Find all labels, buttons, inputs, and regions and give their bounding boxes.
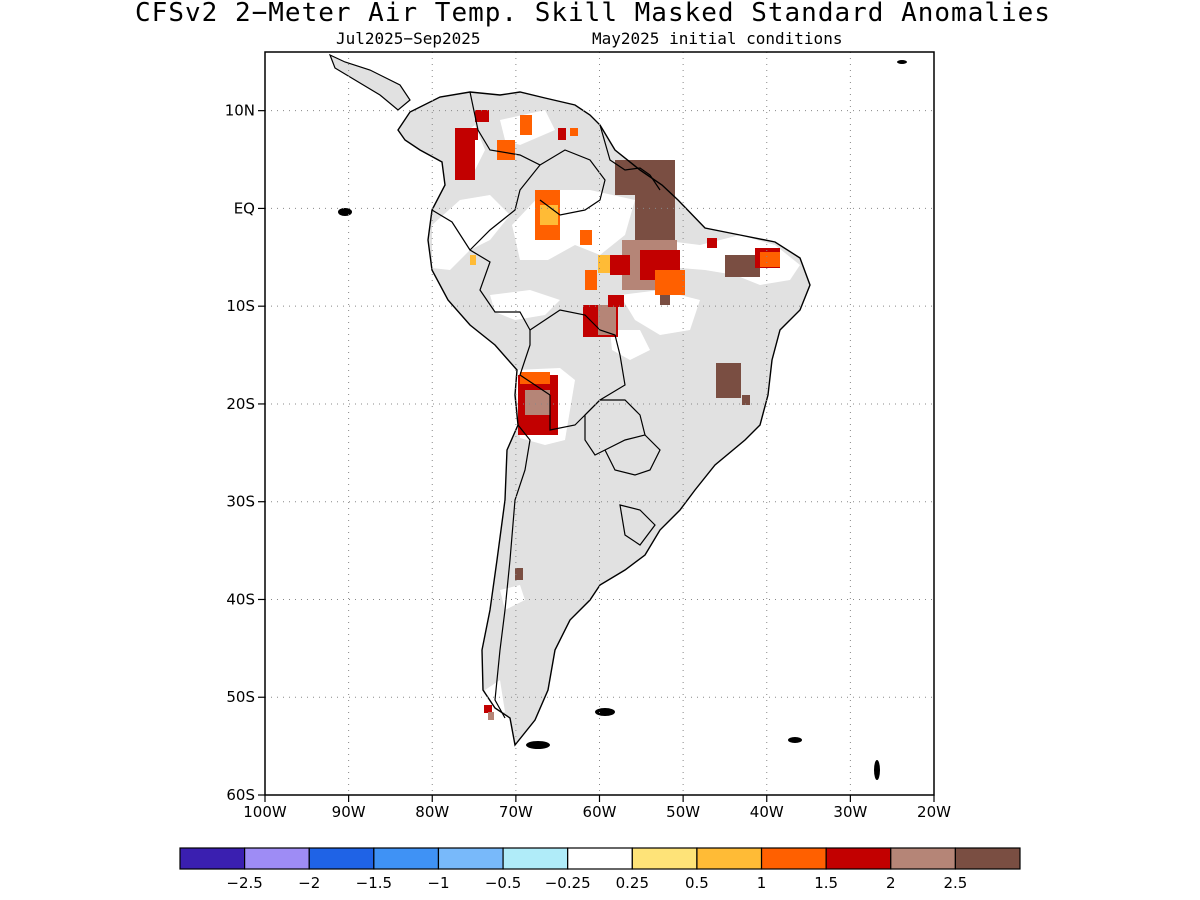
- anomaly-amapa-para: [615, 160, 675, 240]
- colorbar-label: 1.5: [814, 874, 838, 892]
- anomaly-cell: [520, 115, 532, 135]
- anomaly-cell: [497, 140, 515, 160]
- anomaly-amazon-west: [470, 190, 616, 290]
- colorbar-swatch: [567, 847, 633, 870]
- forecast-period: Jul2025−Sep2025: [336, 29, 481, 48]
- colorbar-swatch: [244, 847, 310, 870]
- anomaly-patagonia-dot: [484, 568, 523, 720]
- anomaly-cell: [635, 190, 675, 240]
- anomaly-cell: [515, 568, 523, 580]
- colorbar: −2.5 −2 −1.5 −1 −0.5 −0.25 0.25 0.5 1 1.5 2 2.5: [179, 847, 1021, 892]
- anomaly-colombia-north: [455, 110, 515, 180]
- map-title: CFSv2 2−Meter Air Temp. Skill Masked Sta…: [135, 0, 1051, 28]
- lat-label: 20S: [226, 395, 255, 413]
- colorbar-label: −2: [298, 874, 320, 892]
- colorbar-label: −1.5: [356, 874, 392, 892]
- lon-label: 50W: [666, 803, 700, 821]
- anomaly-cell: [610, 255, 630, 275]
- anomaly-cell: [725, 255, 760, 277]
- anomaly-cell: [525, 390, 550, 415]
- lat-label: 40S: [226, 590, 255, 608]
- anomaly-cell: [488, 712, 494, 720]
- lon-label: 30W: [833, 803, 867, 821]
- colorbar-swatch: [696, 847, 763, 870]
- anomaly-cell: [655, 270, 685, 295]
- central-america-land: [330, 55, 410, 110]
- anomaly-cell: [455, 128, 475, 180]
- colorbar-label: −2.5: [226, 874, 262, 892]
- anomaly-cell: [475, 110, 489, 122]
- colorbar-swatch: [760, 847, 827, 870]
- colorbar-label: −0.25: [545, 874, 591, 892]
- country-borders: [431, 91, 661, 719]
- lon-label: 60W: [583, 803, 617, 821]
- anomaly-cell: [660, 295, 670, 305]
- anomaly-cell: [580, 230, 592, 245]
- colorbar-swatch: [890, 847, 956, 870]
- anomaly-cell: [540, 205, 558, 225]
- anomaly-cell: [620, 175, 640, 195]
- colorbar-label: −0.5: [485, 874, 521, 892]
- anomaly-cell: [760, 252, 780, 267]
- anomaly-cell: [522, 420, 542, 434]
- lat-label: 10S: [226, 297, 255, 315]
- colorbar-swatch: [373, 847, 440, 870]
- anomaly-cell: [558, 128, 566, 140]
- colorbar-swatch: [437, 847, 504, 870]
- south-america-land: [398, 92, 810, 745]
- lon-label: 70W: [499, 803, 533, 821]
- anomaly-ceara: [725, 248, 780, 277]
- anomaly-altiplano: [518, 372, 558, 435]
- colorbar-label: 2: [886, 874, 896, 892]
- colorbar-label: 0.25: [616, 874, 649, 892]
- anomaly-cell: [570, 128, 578, 136]
- lon-label: 20W: [917, 803, 951, 821]
- initial-conditions: May2025 initial conditions: [592, 29, 843, 48]
- lat-label: 50S: [226, 688, 255, 706]
- anomaly-cell: [585, 270, 597, 290]
- colorbar-swatch: [308, 847, 375, 870]
- lat-label: EQ: [234, 199, 255, 217]
- anomaly-cell: [716, 363, 741, 398]
- colorbar-label: −1: [427, 874, 449, 892]
- lat-label: 30S: [226, 493, 255, 511]
- anomaly-cell: [742, 395, 750, 405]
- colorbar-label: 0.5: [685, 874, 709, 892]
- colorbar-swatch: [179, 847, 246, 870]
- central-america-coast: [328, 53, 411, 111]
- anomaly-cell: [468, 128, 478, 140]
- anomaly-cell: [484, 705, 492, 713]
- lon-label: 90W: [332, 803, 366, 821]
- coastline: [397, 91, 811, 747]
- anomaly-cell: [470, 255, 476, 265]
- colorbar-swatch: [954, 847, 1021, 870]
- colorbar-swatch: [502, 847, 569, 870]
- lon-label: 40W: [750, 803, 784, 821]
- lon-label: 80W: [415, 803, 449, 821]
- lat-label: 10N: [225, 102, 255, 120]
- anomaly-para-central: [610, 238, 717, 305]
- anomaly-cell: [707, 238, 717, 248]
- anomaly-cell: [608, 295, 624, 307]
- colorbar-swatch: [825, 847, 892, 870]
- anomaly-mato-grosso-north: [583, 295, 624, 337]
- lon-label: 100W: [243, 803, 287, 821]
- lat-label: 60S: [226, 786, 255, 804]
- colorbar-label: 1: [757, 874, 767, 892]
- colorbar-label: 2.5: [943, 874, 967, 892]
- anomaly-cell: [520, 372, 550, 384]
- anomaly-minas-bahia: [716, 363, 750, 405]
- anomaly-venezuela-north: [520, 115, 578, 140]
- colorbar-swatch: [631, 847, 698, 870]
- anomaly-cell: [598, 305, 616, 335]
